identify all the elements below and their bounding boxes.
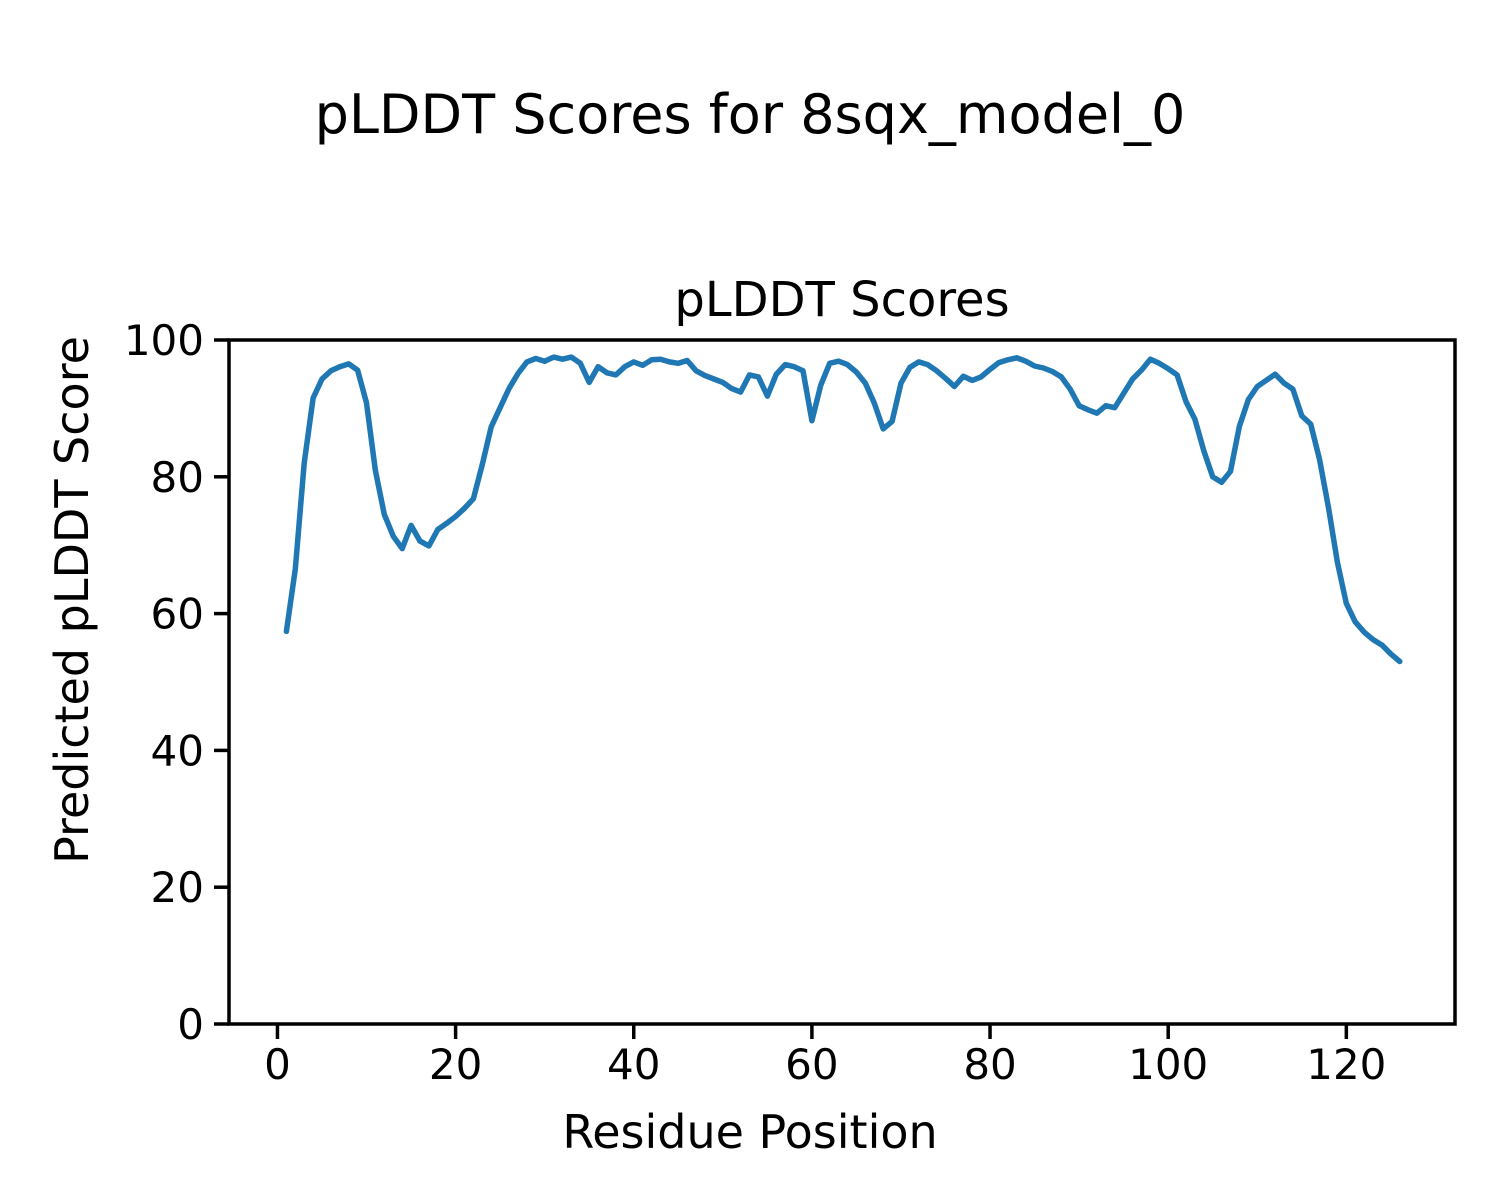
- y-tick-label: 80: [151, 453, 204, 502]
- y-tick-label: 20: [151, 863, 204, 912]
- x-axis-label: Residue Position: [562, 1105, 937, 1159]
- y-tick-label: 100: [124, 316, 204, 365]
- x-tick-label: 120: [1306, 1040, 1386, 1089]
- x-tick-label: 40: [607, 1040, 660, 1089]
- x-tick-label: 0: [264, 1040, 291, 1089]
- x-tick-label: 60: [785, 1040, 838, 1089]
- y-tick-label: 0: [177, 1000, 204, 1049]
- y-tick-label: 40: [151, 726, 204, 775]
- x-tick-label: 20: [429, 1040, 482, 1089]
- plot-area: 0 20 40 60 80 100 120 0 20 40 60 80 100: [124, 316, 1457, 1089]
- axes-title: pLDDT Scores: [674, 272, 1009, 328]
- y-tick-label: 60: [151, 590, 204, 639]
- figure-suptitle: pLDDT Scores for 8sqx_model_0: [315, 83, 1186, 146]
- y-axis-label: Predicted pLDDT Score: [45, 336, 99, 864]
- axes-spines: [227, 338, 1457, 1026]
- plddt-series-line: [283, 354, 1403, 665]
- x-tick-label: 80: [963, 1040, 1016, 1089]
- x-tick-label: 100: [1128, 1040, 1208, 1089]
